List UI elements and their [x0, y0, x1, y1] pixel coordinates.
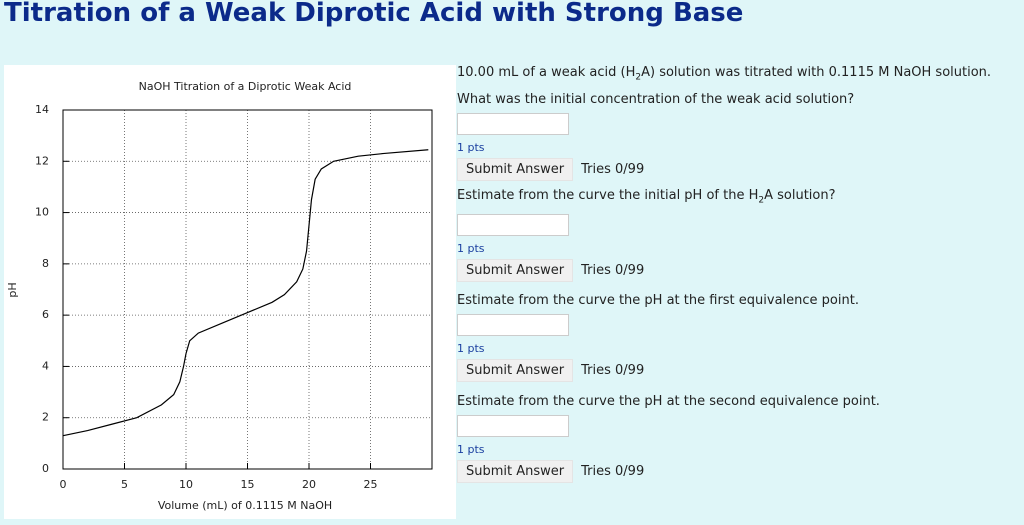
- x-tick-label: 15: [241, 478, 255, 491]
- y-tick-label: 4: [42, 359, 49, 372]
- points: 1 pts: [457, 342, 485, 355]
- question-text: Estimate from the curve the pH at the fi…: [457, 290, 1019, 312]
- y-tick-label: 2: [42, 411, 49, 424]
- text: Estimate from the curve the pH at the fi…: [457, 293, 859, 308]
- subscript: 2: [758, 195, 765, 206]
- answer-input[interactable]: [457, 415, 569, 437]
- titration-curve: [62, 149, 429, 437]
- submit-button[interactable]: Submit Answer: [457, 157, 574, 181]
- points: 1 pts: [457, 241, 485, 255]
- y-tick-label: 14: [35, 103, 49, 116]
- tries: Tries 0/99: [581, 161, 645, 177]
- y-tick-label: 8: [42, 257, 49, 270]
- chart: NaOH Titration of a Diprotic Weak Acid V…: [4, 65, 456, 519]
- x-axis-label: Volume (mL) of 0.1115 M NaOH: [158, 499, 332, 512]
- y-tick-label: 0: [42, 462, 49, 475]
- answer-input[interactable]: [457, 213, 569, 236]
- question-text: 10.00 mL of a weak acid (H2A) solution w…: [457, 62, 1019, 111]
- question: 10.00 mL of a weak acid (H2A) solution w…: [457, 62, 1019, 181]
- text: A solution?: [764, 188, 836, 203]
- text: Estimate from the curve the pH at the se…: [457, 394, 880, 409]
- y-axis-label: pH: [6, 282, 19, 297]
- text: Estimate from the curve the initial pH o…: [457, 188, 759, 203]
- question: Estimate from the curve the pH at the fi…: [457, 290, 1019, 382]
- plot-frame: [62, 109, 433, 470]
- tries: Tries 0/99: [581, 262, 645, 278]
- x-tick-label: 25: [364, 478, 378, 491]
- question: Estimate from the curve the initial pH o…: [457, 185, 1019, 282]
- y-tick-label: 6: [42, 308, 49, 321]
- answer-input[interactable]: [457, 314, 569, 336]
- submit-button[interactable]: Submit Answer: [457, 258, 574, 282]
- question-text: Estimate from the curve the initial pH o…: [457, 185, 1019, 212]
- points: 1 pts: [457, 443, 485, 456]
- x-tick-label: 20: [302, 478, 316, 491]
- page-title: Titration of a Weak Diprotic Acid with S…: [4, 0, 744, 28]
- question-text: Estimate from the curve the pH at the se…: [457, 391, 1019, 413]
- submit-button[interactable]: Submit Answer: [457, 359, 574, 382]
- text: A) solution was titrated with 0.1115 M N…: [457, 65, 992, 107]
- submit-button[interactable]: Submit Answer: [457, 460, 574, 483]
- chart-title: NaOH Titration of a Diprotic Weak Acid: [139, 80, 352, 93]
- tries: Tries 0/99: [581, 464, 645, 479]
- text: 10.00 mL of a weak acid (H: [457, 65, 636, 80]
- question: Estimate from the curve the pH at the se…: [457, 391, 1019, 483]
- y-tick-label: 10: [35, 206, 49, 219]
- x-tick-label: 10: [179, 478, 193, 491]
- subscript: 2: [635, 72, 642, 83]
- x-tick-label: 5: [121, 478, 128, 491]
- y-tick-label: 12: [35, 154, 49, 167]
- x-tick-label: 0: [60, 478, 67, 491]
- answer-input[interactable]: [457, 112, 569, 135]
- points: 1 pts: [457, 140, 485, 154]
- tries: Tries 0/99: [581, 363, 645, 378]
